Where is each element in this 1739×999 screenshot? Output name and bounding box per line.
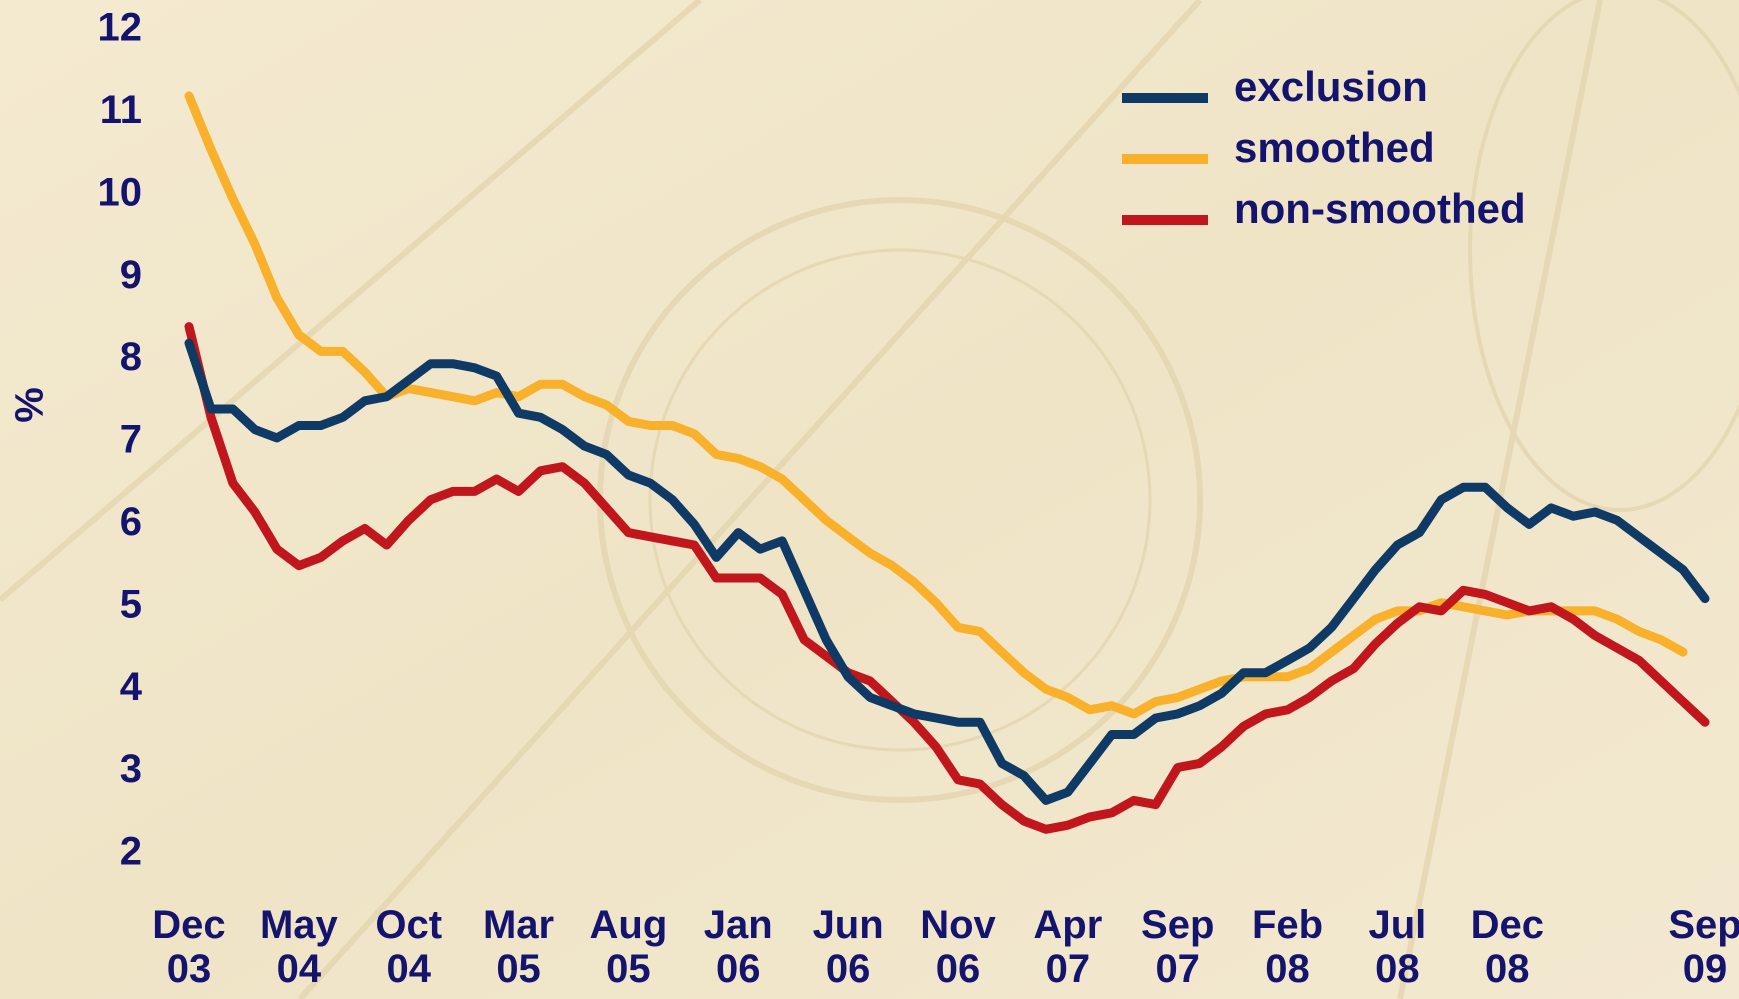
y-tick-label: 2 bbox=[120, 830, 142, 874]
y-tick-label: 7 bbox=[120, 418, 142, 462]
legend-label: smoothed bbox=[1234, 124, 1435, 171]
y-tick-label: 5 bbox=[120, 582, 142, 626]
legend-label: exclusion bbox=[1234, 63, 1428, 110]
legend-label: non-smoothed bbox=[1234, 185, 1526, 232]
page: % 23456789101112Dec03May04Oct04Mar05Aug0… bbox=[0, 0, 1739, 999]
y-tick-label: 10 bbox=[98, 170, 143, 214]
y-tick-label: 9 bbox=[120, 253, 142, 297]
y-tick-label: 3 bbox=[120, 747, 142, 791]
y-tick-label: 8 bbox=[120, 335, 142, 379]
background bbox=[0, 0, 1739, 999]
chart: % 23456789101112Dec03May04Oct04Mar05Aug0… bbox=[0, 0, 1739, 999]
y-axis-label: % bbox=[8, 387, 52, 423]
y-tick-label: 4 bbox=[120, 665, 143, 709]
y-tick-label: 6 bbox=[120, 500, 142, 544]
y-tick-label: 12 bbox=[98, 6, 143, 50]
y-tick-label: 11 bbox=[100, 88, 142, 132]
